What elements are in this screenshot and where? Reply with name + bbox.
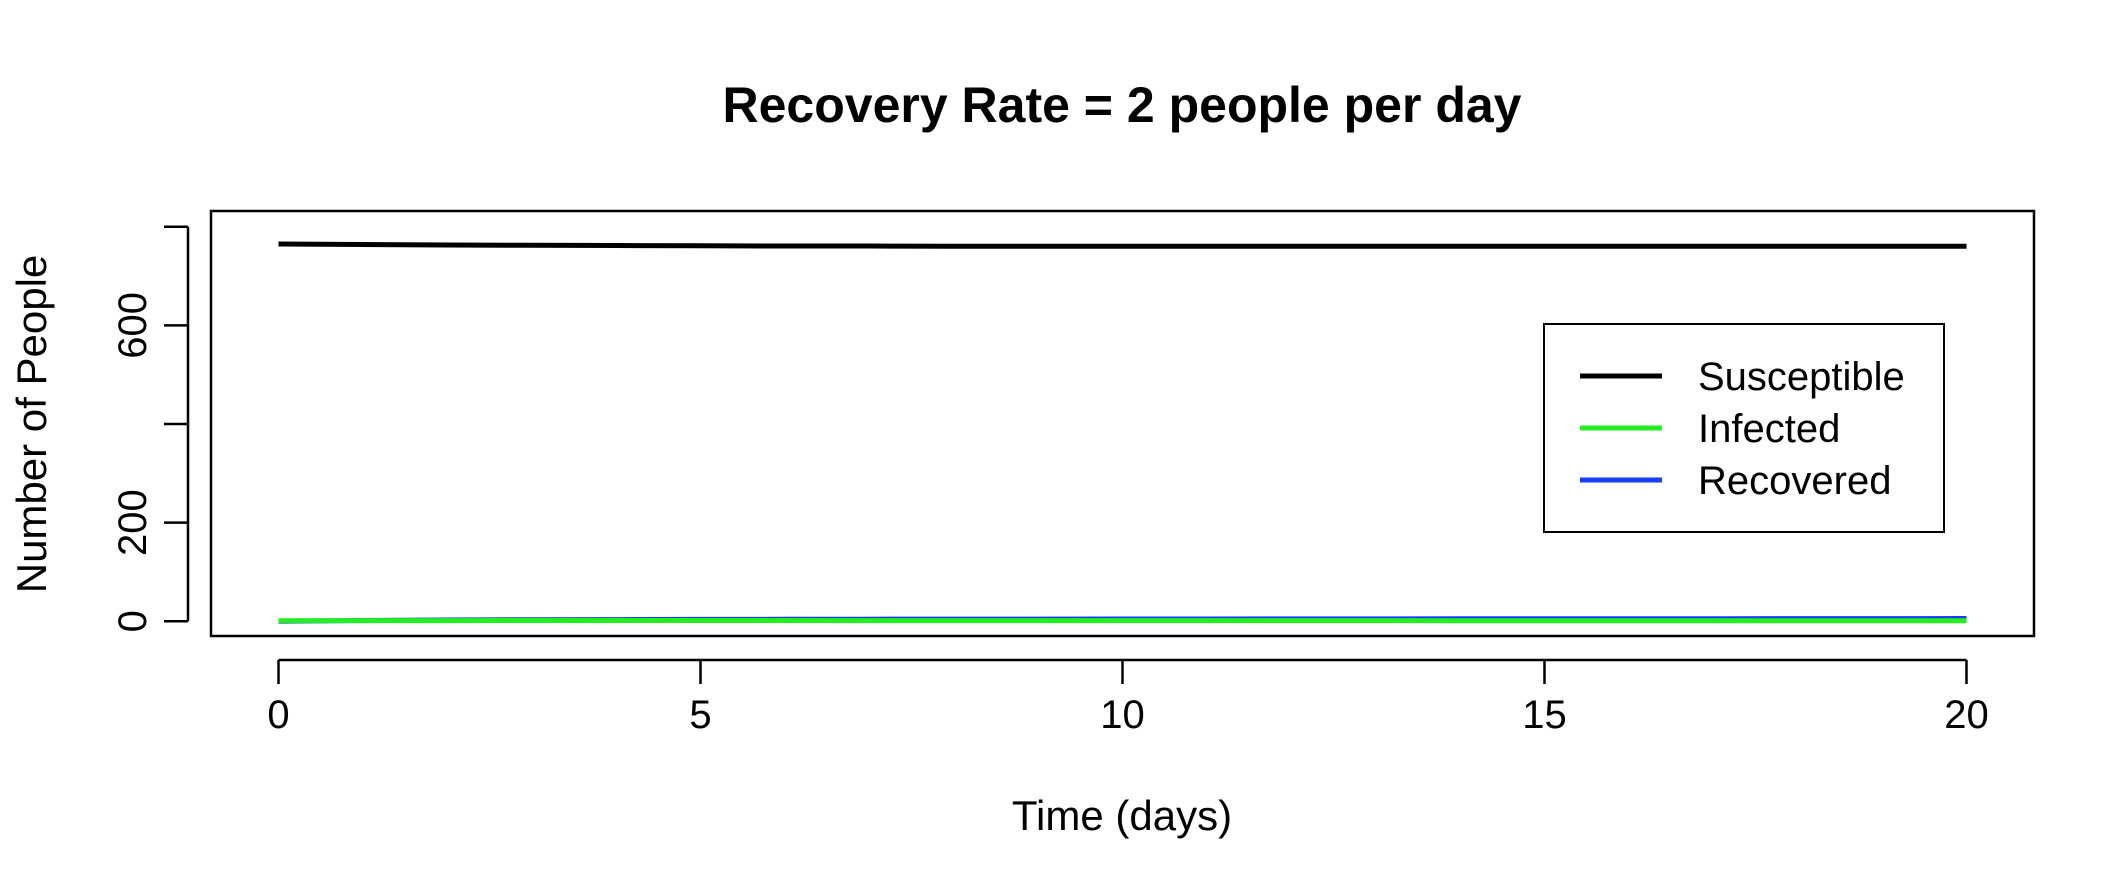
y-axis: 0 200 600 (111, 225, 190, 632)
legend-label-recovered: Recovered (1698, 459, 1891, 503)
legend-label-susceptible: Susceptible (1698, 355, 1905, 399)
x-tick-label: 15 (1522, 693, 1567, 737)
legend: Susceptible Infected Recovered (1543, 323, 1945, 533)
plot-frame (209, 209, 2036, 638)
x-axis: 0 5 10 15 20 (267, 658, 1989, 737)
x-tick-label: 5 (689, 693, 711, 737)
x-tick-label: 10 (1100, 693, 1145, 737)
y-tick-label: 0 (111, 610, 155, 632)
y-tick-label: 600 (111, 292, 155, 359)
y-tick-label: 200 (111, 489, 155, 556)
chart-title: Recovery Rate = 2 people per day (723, 77, 1522, 133)
x-tick-label: 0 (267, 693, 289, 737)
series-layer (278, 241, 1967, 624)
x-tick-label: 20 (1944, 693, 1989, 737)
y-axis-label: Number of People (8, 255, 55, 594)
x-axis-label: Time (days) (1012, 792, 1232, 839)
series-line-susceptible (278, 241, 1967, 249)
legend-label-infected: Infected (1698, 407, 1840, 451)
